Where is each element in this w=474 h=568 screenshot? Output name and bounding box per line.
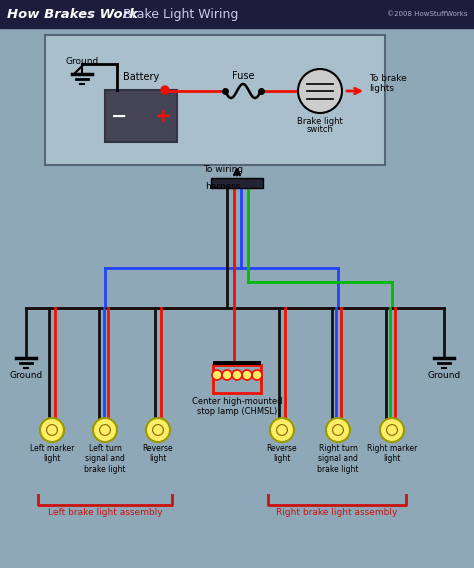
Text: Brake Light Wiring: Brake Light Wiring: [115, 7, 238, 20]
Text: switch: switch: [307, 125, 333, 134]
Text: Ground: Ground: [428, 371, 461, 380]
Text: Ground: Ground: [9, 371, 43, 380]
Circle shape: [298, 69, 342, 113]
Circle shape: [40, 418, 64, 442]
Circle shape: [232, 370, 242, 380]
Text: Right marker
light: Right marker light: [367, 444, 417, 463]
Text: To wiring: To wiring: [203, 165, 243, 174]
Circle shape: [222, 370, 232, 380]
Text: ©2008 HowStuffWorks: ©2008 HowStuffWorks: [388, 11, 468, 17]
Text: Center high-mounted: Center high-mounted: [192, 397, 282, 406]
Text: Left turn
signal and
brake light: Left turn signal and brake light: [84, 444, 126, 474]
Text: Reverse
light: Reverse light: [143, 444, 173, 463]
Text: +: +: [155, 107, 171, 126]
Text: Right brake light assembly: Right brake light assembly: [276, 508, 398, 517]
Bar: [213, 365, 261, 393]
Bar: [0, 172, 474, 568]
Text: Left marker
light: Left marker light: [30, 444, 74, 463]
Text: −: −: [111, 107, 127, 126]
Circle shape: [161, 86, 169, 94]
Bar: [213, 361, 261, 365]
Text: lights: lights: [369, 84, 394, 93]
Circle shape: [93, 418, 117, 442]
Circle shape: [380, 418, 404, 442]
Circle shape: [326, 418, 350, 442]
Text: Right turn
signal and
brake light: Right turn signal and brake light: [317, 444, 359, 474]
Text: Brake light: Brake light: [297, 117, 343, 126]
Bar: [0, 0, 474, 28]
Text: Left brake light assembly: Left brake light assembly: [48, 508, 162, 517]
Circle shape: [212, 370, 222, 380]
Circle shape: [252, 370, 262, 380]
Text: stop lamp (CHMSL): stop lamp (CHMSL): [197, 407, 277, 416]
Circle shape: [146, 418, 170, 442]
Bar: [211, 178, 263, 188]
Text: Ground: Ground: [65, 57, 99, 66]
Text: Fuse: Fuse: [232, 71, 254, 81]
Bar: [45, 35, 385, 165]
Circle shape: [270, 418, 294, 442]
Text: How Brakes Work: How Brakes Work: [7, 7, 138, 20]
Circle shape: [242, 370, 252, 380]
Text: Battery: Battery: [123, 72, 159, 82]
Bar: [105, 90, 177, 142]
Text: To brake: To brake: [369, 74, 407, 83]
Text: harness: harness: [205, 182, 241, 191]
Text: Reverse
light: Reverse light: [267, 444, 297, 463]
